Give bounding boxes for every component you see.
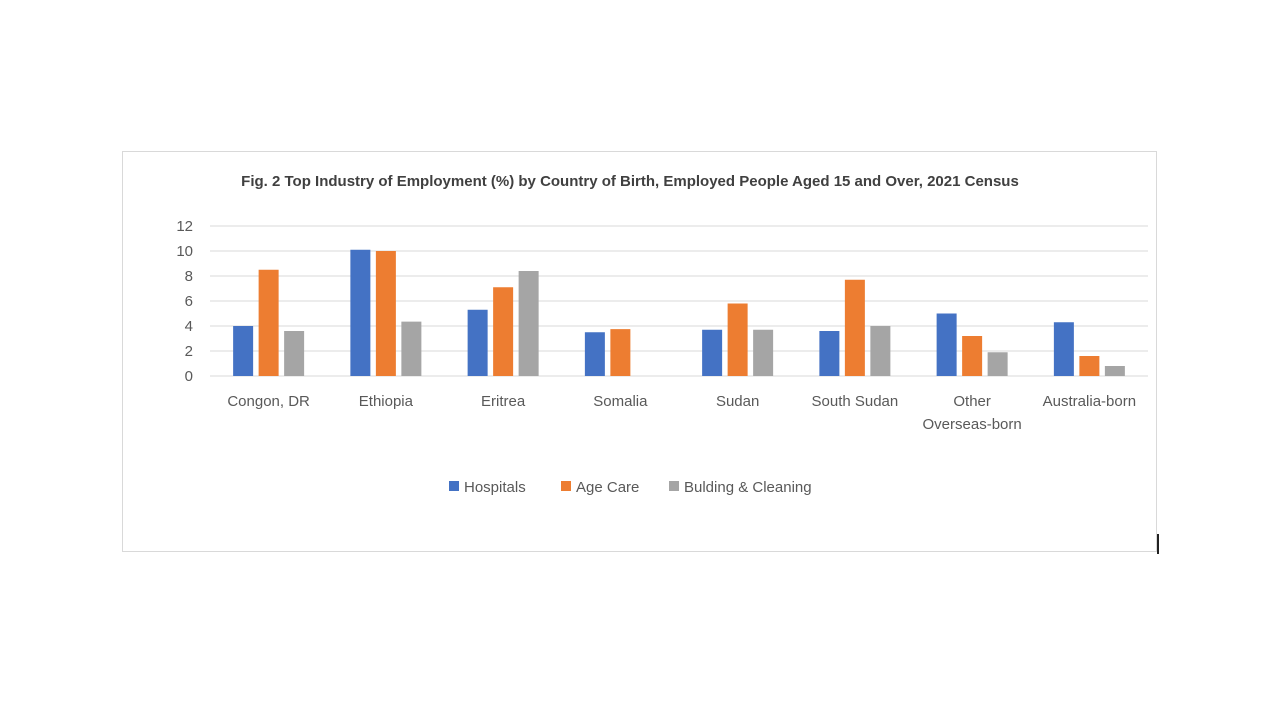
x-tick-label: Congon, DR bbox=[227, 393, 310, 410]
bar-age-care bbox=[962, 336, 983, 376]
y-tick-label: 8 bbox=[185, 268, 193, 285]
bar-bulding-cleaning bbox=[284, 331, 305, 376]
legend-label: Hospitals bbox=[464, 479, 526, 496]
bar-bulding-cleaning bbox=[1104, 366, 1125, 376]
text-cursor bbox=[1157, 534, 1159, 554]
legend-swatch bbox=[669, 481, 679, 491]
bar-hospitals bbox=[584, 332, 605, 376]
bar-age-care bbox=[258, 269, 279, 376]
bar-hospitals bbox=[936, 313, 957, 376]
bar-hospitals bbox=[702, 329, 723, 376]
y-tick-label: 2 bbox=[185, 343, 193, 360]
legend-swatch bbox=[449, 481, 459, 491]
x-tick-label: Australia-born bbox=[1043, 393, 1136, 410]
x-tick-label: Somalia bbox=[593, 393, 648, 410]
y-tick-label: 4 bbox=[185, 318, 193, 335]
bar-hospitals bbox=[819, 331, 840, 376]
y-tick-label: 0 bbox=[185, 368, 193, 385]
x-tick-label: Overseas-born bbox=[923, 416, 1022, 433]
chart-frame bbox=[122, 151, 1157, 552]
bar-age-care bbox=[844, 279, 865, 376]
y-tick-label: 10 bbox=[176, 243, 193, 260]
x-tick-label: Eritrea bbox=[481, 393, 526, 410]
chart-title: Fig. 2 Top Industry of Employment (%) by… bbox=[241, 173, 1019, 190]
bar-age-care bbox=[375, 251, 396, 376]
x-tick-label: Other bbox=[953, 393, 991, 410]
x-tick-label: South Sudan bbox=[812, 393, 899, 410]
bar-age-care bbox=[1079, 356, 1100, 376]
legend-label: Bulding & Cleaning bbox=[684, 479, 812, 496]
y-tick-label: 6 bbox=[185, 293, 193, 310]
bar-hospitals bbox=[1053, 322, 1074, 376]
bar-age-care bbox=[493, 287, 514, 376]
bar-age-care bbox=[727, 303, 748, 376]
bar-hospitals bbox=[467, 309, 488, 376]
bar-bulding-cleaning bbox=[987, 352, 1008, 376]
y-tick-label: 12 bbox=[176, 218, 193, 235]
bar-hospitals bbox=[350, 249, 371, 376]
bar-age-care bbox=[610, 329, 631, 376]
bar-bulding-cleaning bbox=[753, 329, 774, 376]
x-tick-label: Sudan bbox=[716, 393, 759, 410]
bar-hospitals bbox=[233, 326, 254, 376]
legend-label: Age Care bbox=[576, 479, 639, 496]
legend-swatch bbox=[561, 481, 571, 491]
bar-bulding-cleaning bbox=[518, 271, 539, 376]
bar-bulding-cleaning bbox=[401, 321, 422, 376]
bar-bulding-cleaning bbox=[870, 326, 891, 376]
x-tick-label: Ethiopia bbox=[359, 393, 414, 410]
